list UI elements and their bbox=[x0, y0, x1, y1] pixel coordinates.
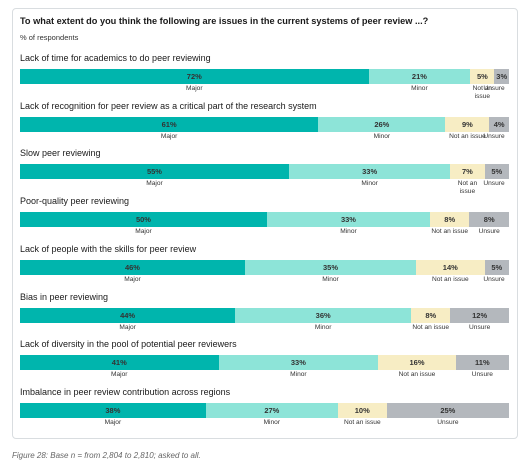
segment-label-minor: Minor bbox=[263, 418, 281, 426]
segment-label-not-an-issue: Not an issue bbox=[343, 418, 381, 426]
bar-segment-minor: 21% bbox=[368, 69, 471, 84]
bar-segment-minor: 27% bbox=[205, 402, 338, 418]
segment-label-not-an-issue: Not an issue bbox=[412, 323, 450, 331]
bar-segment-not-an-issue: 8% bbox=[411, 307, 451, 323]
bar-segment-unsure: 11% bbox=[455, 355, 509, 371]
stacked-bar-row: 38% 27% 10% 25% bbox=[20, 402, 509, 418]
figure-caption: Figure 28: Base n = from 2,804 to 2,810;… bbox=[12, 451, 201, 460]
segment-label-not-an-issue: Not an issue bbox=[457, 180, 478, 196]
segment-label-major: Major bbox=[135, 228, 152, 236]
question-label: Lack of diversity in the pool of potenti… bbox=[20, 339, 237, 350]
question-label: Poor-quality peer reviewing bbox=[20, 196, 130, 207]
segment-label-not-an-issue: Not an issue bbox=[472, 85, 493, 100]
stacked-bar-row: 50% 33% 8% 8% bbox=[20, 212, 509, 228]
question-label: Imbalance in peer review contribution ac… bbox=[20, 386, 231, 397]
segment-label-major: Major bbox=[104, 418, 122, 426]
segment-label-minor: Minor bbox=[361, 180, 378, 188]
segment-label-minor: Minor bbox=[373, 132, 391, 140]
chart-title: To what extent do you think the followin… bbox=[20, 16, 429, 26]
bar-segment-not-an-issue: 9% bbox=[445, 116, 490, 132]
bar-segment-minor: 36% bbox=[235, 307, 412, 323]
bar-segment-major: 61% bbox=[20, 116, 319, 132]
segment-label-not-an-issue: Not an issue bbox=[449, 132, 486, 140]
bar-segment-unsure: 5% bbox=[484, 164, 509, 180]
segment-label-major: Major bbox=[111, 371, 128, 379]
segment-label-unsure: Unsure bbox=[483, 85, 505, 92]
bar-segment-major: 41% bbox=[20, 355, 219, 371]
segment-label-unsure: Unsure bbox=[437, 418, 459, 426]
segment-label-unsure: Unsure bbox=[483, 132, 505, 140]
segment-label-unsure: Unsure bbox=[478, 228, 500, 236]
segment-label-major: Major bbox=[160, 132, 178, 140]
question-label: Bias in peer reviewing bbox=[20, 291, 109, 302]
question-label: Lack of recognition for peer review as a… bbox=[20, 100, 317, 111]
stacked-bar-row: 46% 35% 14% 5% bbox=[20, 259, 509, 275]
bar-segment-not-an-issue: 10% bbox=[337, 402, 387, 418]
chart-subtitle: % of respondents bbox=[20, 33, 79, 42]
bar-segment-minor: 33% bbox=[218, 355, 379, 371]
question-label: Lack of people with the skills for peer … bbox=[20, 243, 197, 254]
bar-segment-minor: 35% bbox=[244, 259, 417, 275]
segment-label-not-an-issue: Not an issue bbox=[431, 228, 469, 236]
bar-segment-minor: 33% bbox=[288, 164, 451, 180]
stacked-bar-row: 55% 33% 7% 5% bbox=[20, 164, 509, 180]
bar-segment-minor: 33% bbox=[266, 212, 430, 228]
bar-segment-unsure: 12% bbox=[450, 307, 509, 323]
stacked-bar-row: 61% 26% 9% 4% bbox=[20, 116, 509, 132]
bar-segment-major: 72% bbox=[20, 69, 369, 84]
bar-segment-unsure: 5% bbox=[484, 259, 509, 275]
stacked-bar-row: 72% 21% 5% 3% bbox=[20, 69, 509, 84]
segment-label-major: Major bbox=[146, 180, 163, 188]
bar-segment-not-an-issue: 14% bbox=[416, 259, 485, 275]
stacked-bar-row: 41% 33% 16% 11% bbox=[20, 355, 509, 371]
segment-label-major: Major bbox=[186, 85, 203, 92]
stacked-bar-row: 44% 36% 8% 12% bbox=[20, 307, 509, 323]
bar-segment-minor: 26% bbox=[318, 116, 446, 132]
segment-label-minor: Minor bbox=[290, 371, 307, 379]
bar-segment-major: 55% bbox=[20, 164, 289, 180]
segment-label-minor: Minor bbox=[340, 228, 357, 236]
bar-segment-unsure: 3% bbox=[494, 69, 509, 84]
bar-segment-unsure: 25% bbox=[386, 402, 509, 418]
segment-label-unsure: Unsure bbox=[469, 323, 491, 331]
bar-segment-major: 46% bbox=[20, 259, 245, 275]
segment-label-major: Major bbox=[124, 275, 141, 283]
bar-segment-not-an-issue: 5% bbox=[470, 69, 495, 84]
bar-segment-unsure: 4% bbox=[489, 116, 509, 132]
segment-label-minor: Minor bbox=[322, 275, 339, 283]
question-label: Slow peer reviewing bbox=[20, 148, 101, 159]
bar-segment-not-an-issue: 16% bbox=[378, 355, 456, 371]
bar-segment-major: 44% bbox=[20, 307, 236, 323]
bar-segment-unsure: 8% bbox=[469, 212, 509, 228]
bar-segment-not-an-issue: 7% bbox=[450, 164, 485, 180]
segment-label-major: Major bbox=[119, 323, 136, 331]
segment-label-minor: Minor bbox=[314, 323, 332, 331]
segment-label-unsure: Unsure bbox=[483, 275, 505, 283]
bar-segment-not-an-issue: 8% bbox=[429, 212, 470, 228]
segment-label-minor: Minor bbox=[411, 85, 428, 92]
segment-label-unsure: Unsure bbox=[471, 371, 493, 379]
bar-segment-major: 50% bbox=[20, 212, 267, 228]
question-label: Lack of time for academics to do peer re… bbox=[20, 53, 211, 63]
segment-label-unsure: Unsure bbox=[483, 180, 505, 188]
segment-label-not-an-issue: Not an issue bbox=[398, 371, 436, 379]
segment-label-not-an-issue: Not an issue bbox=[431, 275, 469, 283]
bar-segment-major: 38% bbox=[20, 402, 206, 418]
